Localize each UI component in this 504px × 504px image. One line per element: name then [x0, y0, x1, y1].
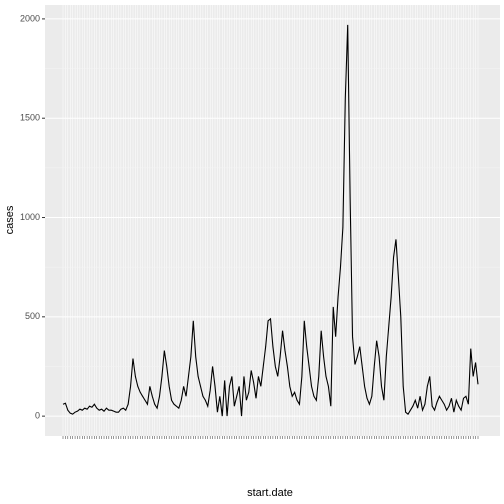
panel	[45, 5, 500, 436]
data-line	[62, 24, 479, 417]
y-tick-label: 500	[25, 311, 40, 321]
x-axis-title: start.date	[247, 487, 293, 499]
y-tick-label: 1000	[20, 212, 40, 222]
y-tick-label: 2000	[20, 13, 40, 23]
y-axis-title: cases	[4, 205, 16, 234]
y-tick-label: 1500	[20, 113, 40, 123]
plot	[62, 24, 479, 417]
y-tick-label: 0	[35, 411, 40, 421]
